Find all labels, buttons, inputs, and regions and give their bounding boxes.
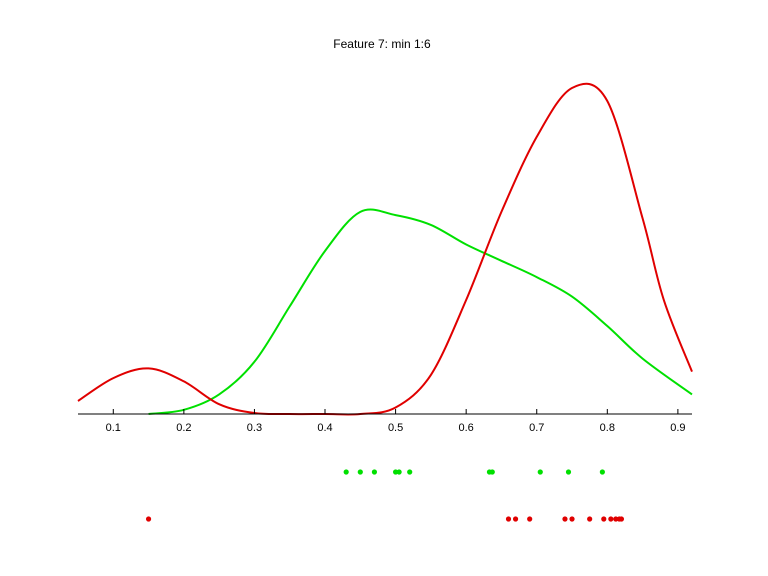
sample-point-1 <box>407 469 413 475</box>
sample-point-2 <box>145 516 152 522</box>
sample-point-2 <box>527 516 533 522</box>
sample-point-2 <box>587 516 593 522</box>
x-tick-label: 0.8 <box>600 422 615 434</box>
x-tick-label: 0.7 <box>529 422 544 434</box>
x-ticks: 0.1 0.2 0.3 0.4 0.5 0.6 0.7 0.8 0.9 <box>106 409 686 434</box>
plot-curves <box>77 82 693 416</box>
sample-point-1 <box>489 469 495 475</box>
sample-point-1 <box>565 469 572 475</box>
x-tick-label: 0.1 <box>106 422 121 434</box>
density-curve-1 <box>148 208 693 415</box>
sample-point-1 <box>357 469 363 475</box>
chart-title: Feature 7: min 1:6 <box>333 37 431 51</box>
sample-point-1 <box>371 469 378 475</box>
sample-point-2 <box>569 516 575 522</box>
x-tick-label: 0.5 <box>388 422 403 434</box>
density-curve-2 <box>77 82 693 416</box>
x-tick-label: 0.9 <box>670 422 685 434</box>
sample-point-2 <box>505 516 512 522</box>
sample-point-2 <box>562 516 568 522</box>
sample-point-2 <box>601 516 607 522</box>
sample-point-1 <box>537 469 543 475</box>
x-tick-label: 0.2 <box>176 422 191 434</box>
x-tick-label: 0.6 <box>459 422 474 434</box>
sample-point-2 <box>618 516 625 522</box>
sample-point-1 <box>396 469 402 475</box>
sample-point-2 <box>512 516 519 522</box>
x-tick-label: 0.4 <box>317 422 332 434</box>
sample-point-1 <box>343 469 349 475</box>
dot-rows <box>145 469 625 522</box>
x-tick-label: 0.3 <box>247 422 262 434</box>
sample-point-2 <box>608 516 614 522</box>
sample-point-1 <box>599 469 605 475</box>
